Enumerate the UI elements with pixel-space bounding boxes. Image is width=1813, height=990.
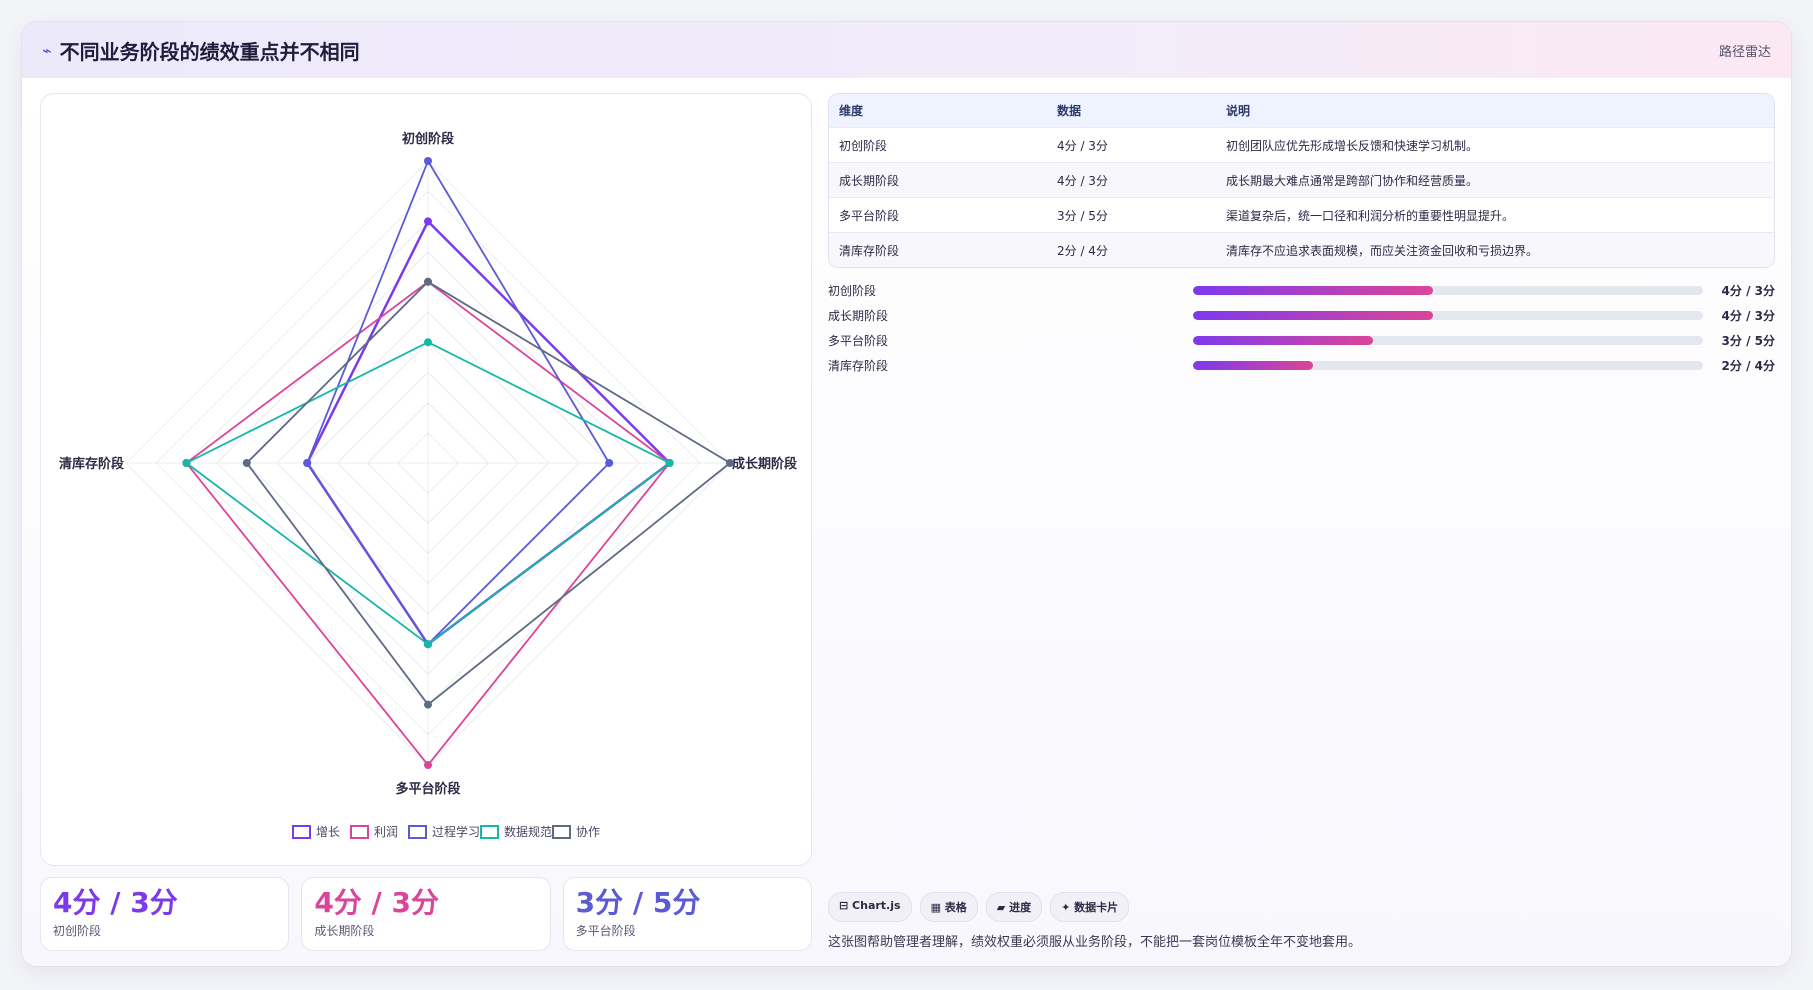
radar-point bbox=[242, 459, 251, 467]
radar-point bbox=[424, 338, 432, 347]
chip-progress[interactable]: ▰ 进度 bbox=[985, 892, 1043, 922]
chip-table[interactable]: ▦ 表格 bbox=[919, 892, 978, 922]
radar-point bbox=[424, 217, 432, 226]
table-cell: 渠道复杂后，统一口径和利润分析的重要性明显提升。 bbox=[1226, 208, 1515, 223]
progress-list: 初创阶段 4分 / 3分 成长期阶段 4分 / 3分 多平台阶段 3分 / 5分… bbox=[828, 278, 1775, 378]
table-cell: 2分 / 4分 bbox=[1057, 243, 1108, 258]
kpi-value: 4分 / 3分 bbox=[53, 886, 178, 919]
legend-swatch bbox=[408, 825, 427, 839]
kpi-label: 初创阶段 bbox=[53, 924, 102, 938]
progress-label: 多平台阶段 bbox=[828, 334, 889, 348]
page-title: 不同业务阶段的绩效重点并不相同 bbox=[59, 39, 360, 64]
progress-value: 2分 / 4分 bbox=[1721, 359, 1775, 373]
radar-point bbox=[665, 459, 674, 467]
radar-axis-label: 成长期阶段 bbox=[732, 456, 797, 472]
table-row: 清库存阶段 2分 / 4分 清库存不应追求表面规模，而应关注资金回收和亏损边界。 bbox=[829, 232, 1774, 267]
table-cell: 成长期阶段 bbox=[839, 173, 900, 188]
table-cell: 3分 / 5分 bbox=[1057, 208, 1108, 223]
chip-chartjs[interactable]: ⊟ Chart.js bbox=[828, 892, 912, 922]
radar-point bbox=[424, 761, 432, 769]
table-cell: 多平台阶段 bbox=[839, 208, 900, 223]
progress-row: 成长期阶段 4分 / 3分 bbox=[828, 303, 1775, 328]
kpi-card: 3分 / 5分 多平台阶段 bbox=[562, 877, 812, 951]
legend-label: 增长 bbox=[316, 825, 340, 839]
table-row: 初创阶段 4分 / 3分 初创团队应优先形成增长反馈和快速学习机制。 bbox=[829, 127, 1774, 162]
data-table: 维度 数据 说明 初创阶段 4分 / 3分 初创团队应优先形成增长反馈和快速学习… bbox=[828, 93, 1775, 268]
progress-row: 清库存阶段 2分 / 4分 bbox=[828, 353, 1775, 378]
legend-label: 数据规范 bbox=[504, 824, 552, 839]
table-cell: 清库存阶段 bbox=[839, 243, 900, 258]
radar-point bbox=[424, 640, 432, 649]
progress-value: 3分 / 5分 bbox=[1721, 334, 1775, 348]
chip-data-card[interactable]: ✦ 数据卡片 bbox=[1050, 892, 1130, 922]
radar-point bbox=[303, 459, 312, 467]
legend-swatch bbox=[292, 825, 311, 839]
table-header-row: 维度 数据 说明 bbox=[829, 94, 1774, 127]
feature-chips: ⊟ Chart.js ▦ 表格 ▰ 进度 ✦ 数据卡片 bbox=[828, 892, 1130, 922]
legend-swatch bbox=[480, 825, 499, 839]
progress-value: 4分 / 3分 bbox=[1721, 309, 1775, 323]
kpi-value: 4分 / 3分 bbox=[314, 886, 440, 919]
progress-row: 多平台阶段 3分 / 5分 bbox=[828, 328, 1775, 353]
table-cell: 初创阶段 bbox=[839, 138, 888, 153]
radar-point bbox=[424, 277, 432, 286]
legend-swatch bbox=[350, 825, 369, 839]
legend-swatch bbox=[552, 825, 571, 839]
footer-note: 这张图帮助管理者理解，绩效权重必须服从业务阶段，不能把一套岗位模板全年不变地套用… bbox=[828, 935, 1362, 950]
kpi-card: 4分 / 3分 初创阶段 bbox=[40, 877, 290, 951]
kpi-card: 4分 / 3分 成长期阶段 bbox=[301, 877, 551, 951]
card-header: ⌁ 不同业务阶段的绩效重点并不相同 路径雷达 bbox=[22, 22, 1791, 78]
table-cell: 初创团队应优先形成增长反馈和快速学习机制。 bbox=[1226, 138, 1479, 153]
table-header-cell: 维度 bbox=[839, 104, 864, 118]
table-cell: 清库存不应追求表面规模，而应关注资金回收和亏损边界。 bbox=[1226, 243, 1539, 258]
progress-value: 4分 / 3分 bbox=[1721, 284, 1775, 298]
table-cell: 成长期最大难点通常是跨部门协作和经营质量。 bbox=[1226, 173, 1479, 188]
radar-axis-label: 多平台阶段 bbox=[395, 781, 460, 797]
progress-track bbox=[1193, 311, 1703, 320]
table-row: 多平台阶段 3分 / 5分 渠道复杂后，统一口径和利润分析的重要性明显提升。 bbox=[829, 197, 1774, 232]
radar-point bbox=[182, 459, 191, 467]
radar-point bbox=[424, 700, 432, 709]
table-cell: 4分 / 3分 bbox=[1057, 173, 1108, 188]
progress-track bbox=[1193, 336, 1703, 345]
trend-line-icon: ⌁ bbox=[42, 40, 52, 60]
radar-chart-panel: 初创阶段成长期阶段多平台阶段 清库存阶段增长 利润 过程学习 数据规范 协作 bbox=[40, 93, 812, 866]
radar-axis-label: 清库存阶段 bbox=[59, 456, 124, 472]
radar-point bbox=[424, 157, 432, 165]
progress-label: 清库存阶段 bbox=[828, 359, 889, 373]
kpi-value: 3分 / 5分 bbox=[575, 886, 701, 919]
dashboard-card: ⌁ 不同业务阶段的绩效重点并不相同 路径雷达 初创阶段 成长期阶段 多平台阶段 清库存… bbox=[21, 21, 1792, 967]
header-tag: 路径雷达 bbox=[1718, 44, 1771, 60]
progress-label: 成长期阶段 bbox=[828, 309, 889, 323]
table-header-cell: 数据 bbox=[1057, 104, 1082, 118]
kpi-label: 多平台阶段 bbox=[575, 924, 636, 938]
table-header-cell: 说明 bbox=[1226, 104, 1251, 118]
kpi-label: 成长期阶段 bbox=[314, 924, 375, 938]
progress-label: 初创阶段 bbox=[828, 284, 877, 298]
table-cell: 4分 / 3分 bbox=[1057, 138, 1108, 153]
table-row: 成长期阶段 4分 / 3分 成长期最大难点通常是跨部门协作和经营质量。 bbox=[829, 162, 1774, 197]
progress-row: 初创阶段 4分 / 3分 bbox=[828, 278, 1775, 303]
radar-point bbox=[605, 459, 614, 467]
legend-label: 过程学习 bbox=[432, 824, 480, 839]
legend-label: 协作 bbox=[576, 824, 600, 839]
progress-fill bbox=[1193, 286, 1433, 295]
radar-point bbox=[726, 459, 734, 467]
progress-track bbox=[1193, 286, 1703, 295]
progress-fill bbox=[1193, 336, 1374, 345]
radar-axis-label: 初创阶段 bbox=[402, 131, 454, 147]
progress-fill bbox=[1193, 361, 1313, 370]
kpi-cards: 4分 / 3分 初创阶段 4分 / 3分 成长期阶段 3分 / 5分 多平台阶段 bbox=[40, 877, 812, 951]
legend-label: 利润 bbox=[374, 825, 398, 839]
progress-fill bbox=[1193, 311, 1433, 320]
progress-track bbox=[1193, 361, 1703, 370]
